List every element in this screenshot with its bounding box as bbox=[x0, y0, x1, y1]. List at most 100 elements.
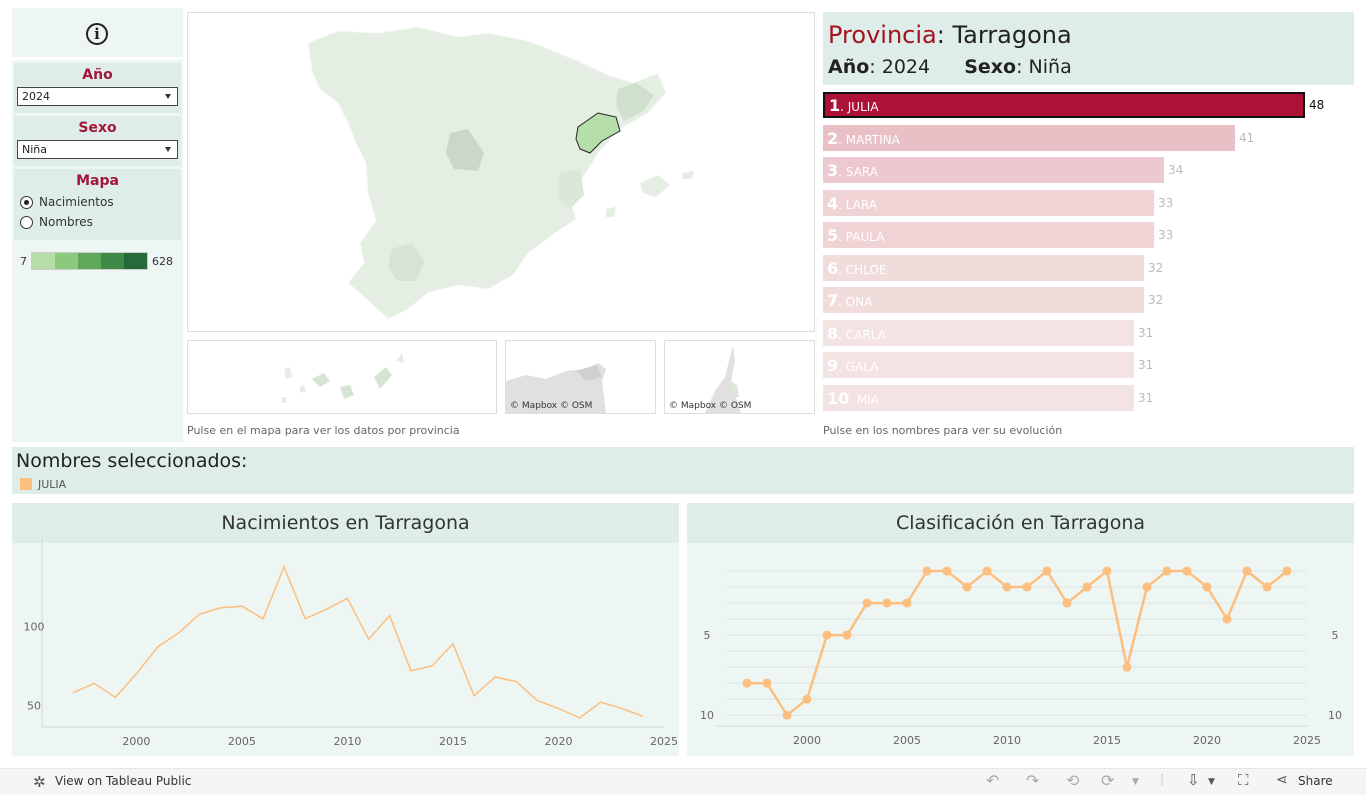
data-point[interactable] bbox=[1182, 566, 1192, 576]
redo-icon[interactable]: ↷ bbox=[1026, 771, 1040, 790]
data-point[interactable] bbox=[962, 582, 972, 592]
madrid-region[interactable] bbox=[446, 129, 484, 171]
data-point[interactable] bbox=[802, 694, 812, 704]
ibiza-shape[interactable] bbox=[606, 207, 616, 217]
bar-paula[interactable]: 5. PAULA bbox=[823, 222, 1154, 248]
fullscreen-icon[interactable]: ⛶ bbox=[1238, 771, 1249, 789]
data-point[interactable] bbox=[1162, 566, 1172, 576]
island-shape[interactable] bbox=[300, 385, 306, 393]
data-point[interactable] bbox=[1282, 566, 1292, 576]
canarias-map[interactable] bbox=[188, 341, 496, 413]
island-shape[interactable] bbox=[340, 385, 354, 399]
download-icon[interactable]: ⇩ bbox=[1187, 771, 1200, 789]
barcelona-region[interactable] bbox=[616, 83, 654, 121]
series-line-julia[interactable] bbox=[747, 568, 1288, 718]
radio-nacimientos[interactable]: Nacimientos bbox=[20, 192, 181, 212]
rank-number: 6 bbox=[827, 258, 839, 278]
data-point[interactable] bbox=[822, 630, 832, 640]
series-line-julia[interactable] bbox=[72, 564, 644, 719]
data-point[interactable] bbox=[982, 566, 992, 576]
sex-dropdown-value: Niña bbox=[22, 143, 47, 156]
bar-mia[interactable]: 10. MIA bbox=[823, 384, 1134, 411]
births-chart[interactable]: 2000 2005 2010 2015 2020 2025 50 100 bbox=[12, 503, 679, 756]
year-filter: Año 2024 bbox=[14, 63, 181, 113]
chevron-down-icon[interactable]: ▼ bbox=[1208, 777, 1215, 787]
bar-julia[interactable]: 1. JULIA bbox=[823, 92, 1305, 118]
data-point[interactable] bbox=[1222, 614, 1232, 624]
data-point[interactable] bbox=[902, 598, 912, 608]
tableau-icon[interactable]: ✲ bbox=[33, 773, 46, 791]
data-point[interactable] bbox=[782, 710, 792, 720]
data-point[interactable] bbox=[882, 598, 892, 608]
bar-chloe[interactable]: 6. CHLOE bbox=[823, 254, 1144, 281]
data-point[interactable] bbox=[1042, 566, 1052, 576]
bar-sara[interactable]: 3. SARA bbox=[823, 157, 1164, 183]
data-point[interactable] bbox=[742, 678, 752, 688]
info-button[interactable]: i bbox=[12, 10, 182, 60]
revert-icon[interactable]: ⟲ bbox=[1066, 771, 1080, 790]
bar-gala[interactable]: 9. GALA bbox=[823, 352, 1134, 378]
bar-martina[interactable]: 2. MARTINA bbox=[823, 124, 1235, 151]
melilla-region[interactable] bbox=[731, 381, 739, 397]
mallorca-shape[interactable] bbox=[640, 175, 670, 197]
ceuta-region[interactable] bbox=[576, 365, 602, 381]
island-shape[interactable] bbox=[374, 367, 392, 389]
share-icon[interactable]: ⋖ bbox=[1276, 772, 1288, 788]
data-point[interactable] bbox=[1062, 598, 1072, 608]
data-point[interactable] bbox=[922, 566, 932, 576]
radio-button-checked[interactable] bbox=[20, 195, 33, 209]
sex-label: Sexo bbox=[964, 56, 1017, 78]
legend-min: 7 bbox=[20, 254, 27, 268]
spain-map[interactable] bbox=[187, 12, 815, 332]
data-point[interactable] bbox=[942, 566, 952, 576]
data-point[interactable] bbox=[1102, 566, 1112, 576]
data-point[interactable] bbox=[1122, 662, 1132, 672]
chevron-down-icon[interactable]: ▼ bbox=[1132, 777, 1139, 787]
data-point[interactable] bbox=[1202, 582, 1212, 592]
view-on-tableau-link[interactable]: View on Tableau Public bbox=[55, 774, 192, 788]
data-point[interactable] bbox=[1002, 582, 1012, 592]
ranking-chart[interactable]: 2000 2005 2010 2015 2020 2025 5 5 10 10 bbox=[687, 503, 1354, 756]
island-shape[interactable] bbox=[396, 353, 404, 363]
sevilla-region[interactable] bbox=[388, 243, 424, 281]
data-point[interactable] bbox=[1082, 582, 1092, 592]
refresh-icon[interactable]: ⟳ bbox=[1101, 771, 1115, 790]
data-point[interactable] bbox=[1142, 582, 1152, 592]
sex-dropdown[interactable]: Niña bbox=[17, 140, 178, 159]
bar-lara[interactable]: 4. LARA bbox=[823, 189, 1154, 216]
canarias-inset[interactable] bbox=[187, 340, 497, 414]
bar-ona[interactable]: 7. ONA bbox=[823, 287, 1144, 313]
data-point[interactable] bbox=[1022, 582, 1032, 592]
year-dropdown[interactable]: 2024 bbox=[17, 87, 178, 106]
x-tick-label: 2025 bbox=[1293, 734, 1321, 747]
undo-icon[interactable]: ↶ bbox=[986, 771, 1000, 790]
island-shape[interactable] bbox=[282, 397, 286, 403]
data-point[interactable] bbox=[862, 598, 872, 608]
tarragona-region[interactable] bbox=[575, 112, 621, 154]
island-shape[interactable] bbox=[312, 373, 330, 387]
sex-filter: Sexo Niña bbox=[14, 116, 181, 166]
data-point[interactable] bbox=[762, 678, 772, 688]
valencia-region[interactable] bbox=[558, 169, 584, 209]
ceuta-map[interactable] bbox=[506, 341, 655, 413]
data-point[interactable] bbox=[842, 630, 852, 640]
radio-button[interactable] bbox=[20, 215, 33, 229]
bar-carla[interactable]: 8. CARLA bbox=[823, 319, 1134, 346]
selected-name[interactable]: JULIA bbox=[38, 478, 67, 491]
peninsula-shape[interactable] bbox=[307, 26, 667, 320]
melilla-inset[interactable]: © Mapbox © OSM bbox=[664, 340, 815, 414]
menorca-shape[interactable] bbox=[682, 171, 694, 179]
bar-label: 1. JULIA bbox=[829, 96, 879, 115]
rank-number: 10 bbox=[827, 388, 850, 408]
data-point[interactable] bbox=[1242, 566, 1252, 576]
radio-nombres[interactable]: Nombres bbox=[20, 212, 181, 232]
tableau-toolbar: ✲ View on Tableau Public ↶ ↷ ⟲ ⟳ ▼ | ⇩ ▼… bbox=[0, 768, 1366, 795]
share-button[interactable]: Share bbox=[1298, 774, 1333, 788]
x-tick-label: 2020 bbox=[544, 735, 572, 748]
melilla-map[interactable] bbox=[665, 341, 814, 413]
data-point[interactable] bbox=[1262, 582, 1272, 592]
ceuta-inset[interactable]: © Mapbox © OSM bbox=[505, 340, 656, 414]
spain-map-svg[interactable] bbox=[188, 13, 814, 331]
bar-value: 41 bbox=[1239, 130, 1255, 145]
island-shape[interactable] bbox=[284, 367, 292, 379]
